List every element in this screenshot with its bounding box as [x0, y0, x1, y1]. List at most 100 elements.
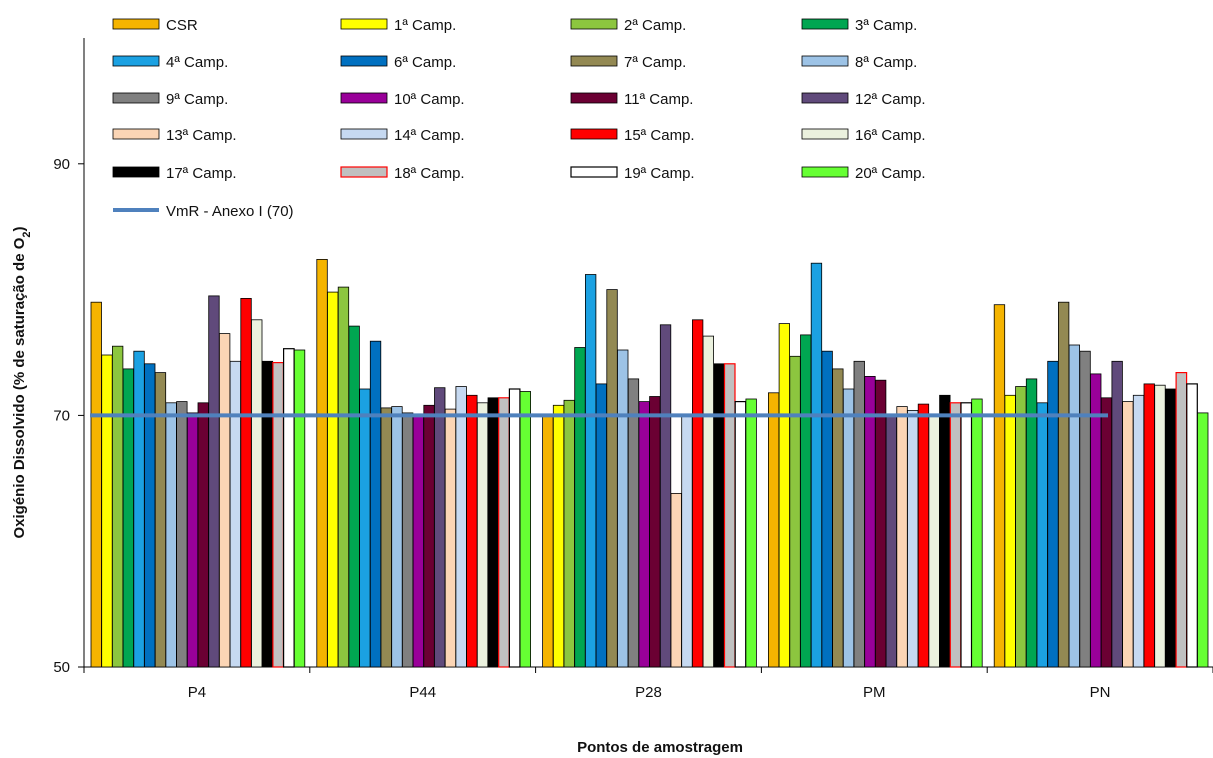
legend-label: 13ª Camp. [166, 127, 237, 144]
bar [779, 324, 790, 667]
bar [145, 364, 156, 667]
bar [187, 413, 198, 667]
legend-label: 8ª Camp. [855, 54, 917, 71]
bar [692, 320, 703, 667]
legend-label: 20ª Camp. [855, 165, 926, 182]
bar [338, 287, 349, 667]
category-label: PM [863, 684, 886, 701]
bar [488, 398, 499, 667]
bar [1165, 389, 1176, 667]
bar [1187, 384, 1198, 667]
bar [219, 334, 230, 667]
bar [575, 348, 586, 668]
bar [596, 384, 607, 667]
bar [1037, 403, 1048, 667]
bar [112, 346, 123, 667]
bar [520, 392, 531, 668]
legend-label: 11ª Camp. [624, 91, 693, 108]
bar [230, 361, 241, 667]
bar [1080, 351, 1091, 667]
legend-label: 12ª Camp. [855, 91, 926, 108]
bar [746, 399, 757, 667]
legend-swatch [802, 129, 848, 139]
bar [198, 403, 209, 667]
bar [381, 408, 392, 667]
bar [843, 389, 854, 667]
legend-swatch [113, 56, 159, 66]
bar [241, 298, 252, 667]
bar [499, 398, 510, 667]
bar [445, 409, 456, 667]
bar [456, 387, 467, 668]
legend-swatch [571, 19, 617, 29]
bar [564, 400, 575, 667]
y-tick-label: 90 [53, 156, 70, 173]
bar [477, 403, 488, 667]
legend-label: CSR [166, 17, 198, 34]
bar [1123, 402, 1134, 667]
bar [91, 302, 102, 667]
bar [424, 405, 435, 667]
legend-swatch [571, 56, 617, 66]
bar [209, 296, 220, 667]
bar [1101, 398, 1112, 667]
bar [1048, 361, 1059, 667]
bar [607, 290, 618, 667]
bar [682, 415, 693, 667]
bar [671, 493, 682, 667]
bar [1026, 379, 1037, 667]
bar [1058, 302, 1069, 667]
legend-label: 16ª Camp. [855, 127, 926, 144]
category-label: P28 [635, 684, 662, 701]
bar [262, 361, 273, 667]
bar [1016, 387, 1027, 668]
bar [392, 407, 403, 667]
y-axis-title-close: ) [11, 226, 28, 231]
bar [961, 403, 972, 667]
legend-swatch [113, 93, 159, 103]
bar [972, 399, 983, 667]
bar [1112, 361, 1123, 667]
bar [1069, 345, 1080, 667]
bar [618, 350, 629, 667]
bar [177, 402, 188, 667]
bar [102, 355, 113, 667]
bar [166, 403, 177, 667]
bar [252, 320, 263, 667]
bar [273, 363, 284, 667]
legend-reference-label: VmR - Anexo I (70) [166, 203, 294, 220]
legend-swatch [341, 19, 387, 29]
legend-swatch [802, 93, 848, 103]
bar [822, 351, 833, 667]
bar [1155, 385, 1166, 667]
legend-label: 17ª Camp. [166, 165, 237, 182]
bar [553, 405, 564, 667]
bar [360, 389, 371, 667]
legend-swatch [802, 56, 848, 66]
bar [735, 402, 746, 667]
legend-label: 9ª Camp. [166, 91, 228, 108]
bar [801, 335, 812, 667]
y-tick-label: 50 [53, 659, 70, 676]
legend-swatch [571, 93, 617, 103]
legend-swatch [802, 167, 848, 177]
bar [370, 341, 381, 667]
bar [940, 395, 951, 667]
bar [317, 259, 328, 667]
legend-label: 3ª Camp. [855, 17, 917, 34]
legend-swatch [341, 93, 387, 103]
legend-swatch [341, 56, 387, 66]
bar [650, 397, 661, 668]
bar [725, 364, 736, 667]
bar [929, 415, 940, 667]
bar [1198, 413, 1209, 667]
bar [628, 379, 639, 667]
category-label: PN [1090, 684, 1111, 701]
bar [714, 364, 725, 667]
bar [908, 410, 919, 667]
legend-label: 14ª Camp. [394, 127, 465, 144]
bar [134, 351, 145, 667]
bar [284, 349, 295, 667]
bar [790, 356, 801, 667]
